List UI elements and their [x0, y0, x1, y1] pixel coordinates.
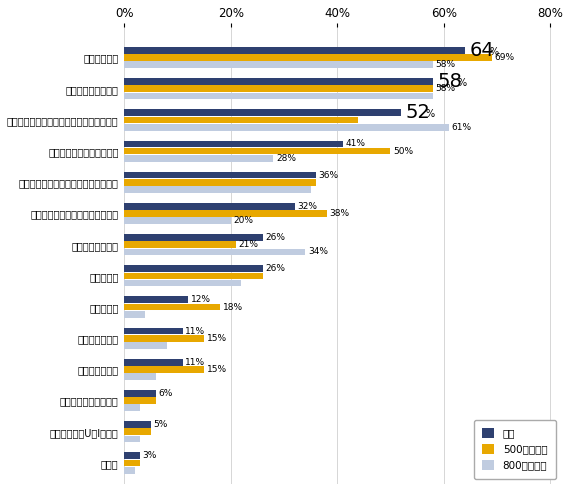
Text: 41%: 41% [345, 139, 365, 148]
Text: 11%: 11% [185, 358, 206, 367]
Text: 21%: 21% [239, 240, 259, 249]
Bar [124, 342, 167, 349]
Bar [124, 373, 156, 380]
Text: 64: 64 [469, 41, 494, 60]
Text: 15%: 15% [207, 365, 227, 374]
Text: 38%: 38% [329, 209, 349, 218]
Bar [124, 280, 241, 286]
Bar [124, 335, 204, 342]
Text: 26%: 26% [265, 264, 285, 273]
Bar [124, 460, 140, 466]
Bar [124, 436, 140, 442]
Bar [124, 452, 140, 459]
Bar [124, 327, 183, 334]
Text: %: % [426, 109, 435, 119]
Bar [124, 85, 433, 92]
Text: 3%: 3% [142, 451, 157, 460]
Text: %: % [490, 47, 499, 57]
Text: 58%: 58% [435, 84, 456, 93]
Bar [124, 116, 359, 123]
Legend: 全体, 500万円未満, 800万円以上: 全体, 500万円未満, 800万円以上 [474, 420, 556, 479]
Text: 69%: 69% [494, 53, 515, 62]
Text: 15%: 15% [207, 334, 227, 343]
Bar [124, 148, 390, 155]
Text: 50%: 50% [393, 147, 413, 156]
Bar [124, 265, 263, 272]
Bar [124, 140, 343, 147]
Bar [124, 47, 465, 54]
Bar [124, 273, 263, 279]
Text: 5%: 5% [153, 420, 168, 429]
Text: 52: 52 [405, 103, 430, 122]
Text: 58%: 58% [435, 60, 456, 69]
Bar [124, 359, 183, 366]
Bar [124, 366, 204, 373]
Bar [124, 109, 401, 116]
Text: 61%: 61% [451, 123, 472, 132]
Bar [124, 390, 156, 397]
Bar [124, 397, 156, 404]
Text: 26%: 26% [265, 233, 285, 242]
Bar [124, 172, 316, 178]
Text: %: % [458, 78, 467, 88]
Bar [124, 54, 492, 61]
Bar [124, 248, 305, 255]
Text: 32%: 32% [297, 202, 317, 211]
Bar [124, 203, 295, 210]
Bar [124, 421, 150, 428]
Bar [124, 303, 220, 310]
Text: 11%: 11% [185, 327, 206, 335]
Text: 28%: 28% [276, 154, 296, 163]
Bar [124, 405, 140, 411]
Bar [124, 124, 449, 131]
Bar [124, 218, 231, 224]
Bar [124, 155, 273, 162]
Bar [124, 429, 150, 435]
Text: 34%: 34% [308, 247, 328, 256]
Bar [124, 61, 433, 68]
Text: 58: 58 [437, 72, 462, 91]
Text: 20%: 20% [233, 216, 253, 225]
Text: 18%: 18% [223, 302, 243, 312]
Bar [124, 78, 433, 85]
Text: 12%: 12% [191, 296, 211, 304]
Bar [124, 179, 316, 186]
Bar [124, 210, 327, 217]
Bar [124, 297, 188, 303]
Bar [124, 241, 236, 248]
Text: 36%: 36% [319, 170, 339, 180]
Bar [124, 234, 263, 241]
Bar [124, 467, 135, 473]
Bar [124, 311, 145, 318]
Bar [124, 186, 311, 193]
Bar [124, 93, 433, 99]
Text: 6%: 6% [159, 389, 173, 398]
